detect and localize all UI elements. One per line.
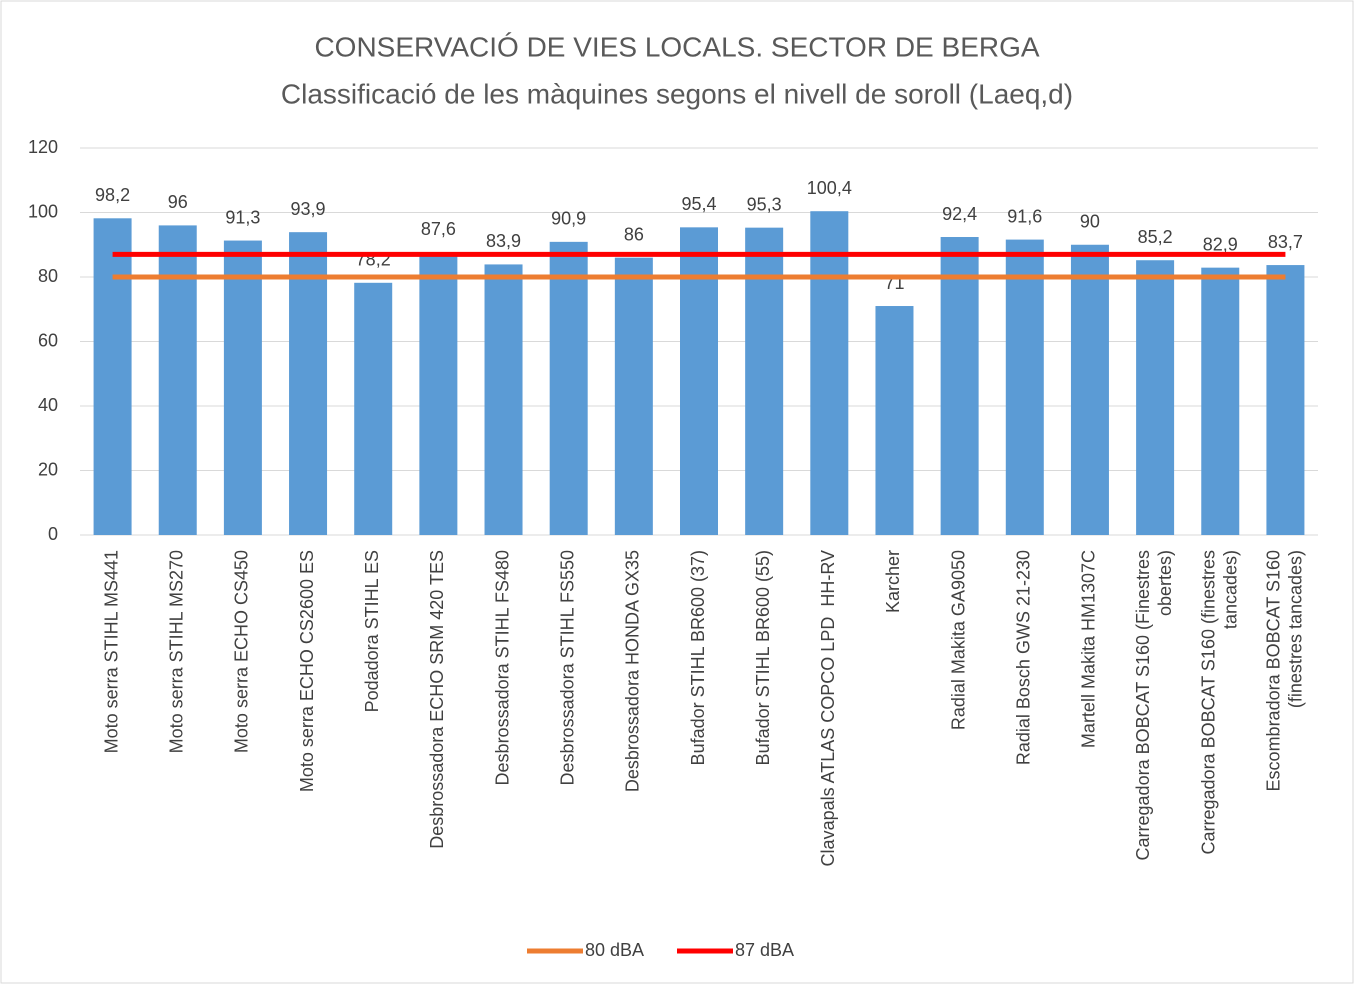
bar	[940, 237, 979, 535]
bar	[549, 241, 588, 535]
bar	[875, 306, 914, 535]
value-label: 91,6	[1007, 206, 1042, 226]
x-tick-label: Bufador STIHL BR600 (55)	[753, 550, 773, 765]
x-tick-label: Moto serra STIHL MS270	[166, 550, 186, 753]
value-label: 83,7	[1268, 232, 1303, 252]
x-tick-label: Moto serra ECHO CS2600 ES	[297, 550, 317, 792]
bar	[419, 252, 458, 536]
chart-title: CONSERVACIÓ DE VIES LOCALS. SECTOR DE BE…	[314, 31, 1039, 62]
x-tick-label: Carregadora BOBCAT S160 (finestres tancad…	[1198, 550, 1240, 854]
value-label: 98,2	[95, 185, 130, 205]
value-label: 93,9	[291, 199, 326, 219]
bar	[745, 227, 784, 535]
bar	[1136, 260, 1175, 535]
value-label: 90	[1080, 212, 1100, 232]
value-label: 85,2	[1138, 227, 1173, 247]
y-tick-label: 100	[28, 201, 58, 221]
x-tick-label: Clavapals ATLAS COPCO LPD HH-RV	[818, 550, 838, 866]
bar	[158, 225, 197, 535]
x-tick-label: Martell Makita HM1307C	[1079, 550, 1099, 748]
bar	[484, 264, 523, 535]
bar	[810, 211, 849, 535]
x-tick-label: Karcher	[883, 550, 903, 613]
value-label: 92,4	[942, 204, 977, 224]
y-tick-label: 80	[38, 266, 58, 286]
value-label: 82,9	[1203, 234, 1238, 254]
y-tick-label: 20	[38, 459, 58, 479]
y-tick-label: 0	[48, 524, 58, 544]
value-label: 95,4	[681, 194, 716, 214]
x-tick-label: Desbrossadora STIHL FS480	[492, 550, 512, 785]
x-tick-label: Carregadora BOBCAT S160 (Finestres oberte…	[1133, 550, 1175, 860]
x-tick-label: Moto serra STIHL MS441	[101, 550, 121, 753]
x-tick-label: Moto serra ECHO CS450	[232, 550, 252, 753]
bar	[1005, 239, 1044, 535]
bar	[614, 257, 653, 535]
value-label: 91,3	[225, 207, 260, 227]
chart-subtitle: Classificació de les màquines segons el …	[281, 78, 1073, 109]
value-label: 87,6	[421, 219, 456, 239]
bar	[1201, 267, 1240, 535]
value-label: 86	[624, 224, 644, 244]
x-tick-label: Desbrossadora HONDA GX35	[623, 550, 643, 792]
y-tick-label: 120	[28, 137, 58, 157]
bar	[354, 282, 393, 535]
value-label: 96	[168, 192, 188, 212]
x-tick-label: Radial Makita GA9050	[948, 550, 968, 730]
value-label: 95,3	[747, 194, 782, 214]
legend-label: 80 dBA	[585, 940, 644, 960]
bar	[1070, 244, 1109, 535]
x-tick-label: Escombradora BOBCAT S160 (finestres tanca…	[1263, 550, 1305, 791]
value-label: 90,9	[551, 209, 586, 229]
bar	[289, 232, 328, 536]
bar	[93, 218, 132, 535]
value-label: 83,9	[486, 231, 521, 251]
x-tick-label: Radial Bosch GWS 21-230	[1014, 550, 1034, 765]
y-tick-label: 60	[38, 330, 58, 350]
x-tick-label: Podadora STIHL ES	[362, 550, 382, 712]
x-tick-label: Desbrossadora ECHO SRM 420 TES	[427, 550, 447, 849]
value-label: 100,4	[807, 178, 852, 198]
bar	[680, 227, 718, 535]
legend-label: 87 dBA	[735, 940, 794, 960]
bar	[223, 240, 262, 535]
x-tick-label: Desbrossadora STIHL FS550	[557, 550, 577, 785]
y-tick-label: 40	[38, 395, 58, 415]
bar	[1266, 265, 1305, 535]
x-tick-label: Bufador STIHL BR600 (37)	[688, 550, 708, 765]
